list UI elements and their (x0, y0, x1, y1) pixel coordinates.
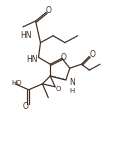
Text: O: O (45, 6, 51, 15)
Text: HN: HN (26, 55, 37, 64)
Text: O: O (55, 86, 61, 92)
Text: N: N (69, 78, 75, 87)
Text: HN: HN (20, 31, 32, 40)
Text: H: H (69, 88, 74, 94)
Text: O: O (61, 53, 67, 62)
Text: HO: HO (11, 80, 22, 86)
Text: O: O (89, 50, 95, 59)
Text: O: O (23, 102, 29, 111)
